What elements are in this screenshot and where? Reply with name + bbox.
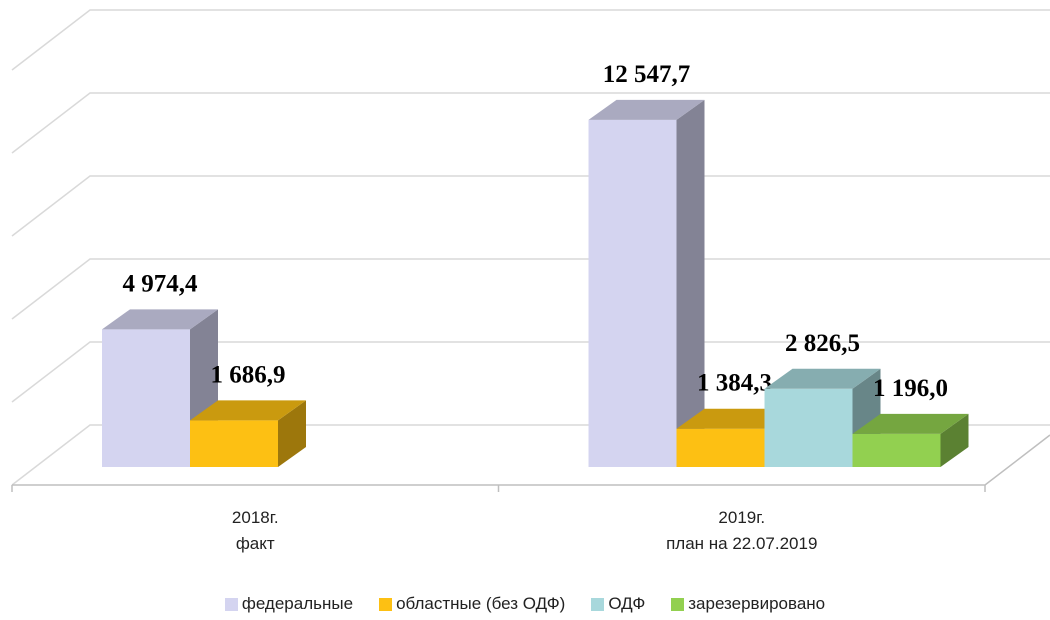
value-label: 2 826,5: [785, 330, 860, 357]
bar: [588, 99, 705, 467]
legend-item: ОДФ: [591, 594, 645, 614]
bar-front: [102, 329, 190, 467]
bar-side: [676, 99, 705, 467]
bar-side: [940, 413, 969, 467]
bar-top: [764, 368, 881, 389]
bar-front: [676, 428, 765, 467]
legend-label: областные (без ОДФ): [396, 594, 566, 613]
chart: 4 974,4 1 686,9 12 547,7 1 384,3 2 826,5 1 19…: [11, 9, 1050, 492]
legend-swatch: [379, 597, 393, 611]
grid-line: [11, 341, 1050, 403]
bar-front: [190, 420, 278, 467]
legend-item: федеральные: [224, 594, 354, 614]
x-tick-label: 2018г. факт: [231, 508, 279, 553]
legend-swatch: [224, 597, 238, 611]
grid-line: [11, 258, 1050, 320]
value-label: 1 686,9: [211, 361, 286, 388]
bar-side: [278, 400, 306, 467]
x-tick-label: 2019г. план на 22.07.2019: [666, 508, 818, 553]
value-label: 4 974,4: [123, 270, 199, 297]
legend-label: зарезервировано: [688, 594, 826, 613]
legend-swatch: [591, 597, 605, 611]
bar-front: [588, 119, 677, 467]
bar-top: [190, 400, 306, 421]
legend-swatch: [671, 597, 685, 611]
bar-top: [852, 413, 969, 434]
value-label: 1 384,3: [697, 370, 772, 397]
grid-line: [11, 92, 1050, 154]
bar-top: [676, 408, 793, 429]
legend-label: ОДФ: [608, 594, 646, 613]
bar-top: [102, 309, 218, 330]
bar-front: [852, 433, 941, 467]
grid-line: [11, 175, 1050, 237]
bar: [190, 400, 306, 467]
legend: федеральные областные (без ОДФ) ОДФ зарезер…: [0, 594, 1050, 614]
legend-item: зарезервировано: [671, 594, 825, 614]
value-label: 12 547,7: [603, 61, 691, 88]
bar-front: [764, 388, 853, 467]
grid-line: [11, 9, 1050, 71]
bar-top: [588, 99, 705, 120]
legend-item: областные (без ОДФ): [379, 594, 565, 614]
bar: [852, 413, 969, 467]
value-label: 1 196,0: [873, 375, 948, 402]
legend-label: федеральные: [241, 594, 354, 613]
